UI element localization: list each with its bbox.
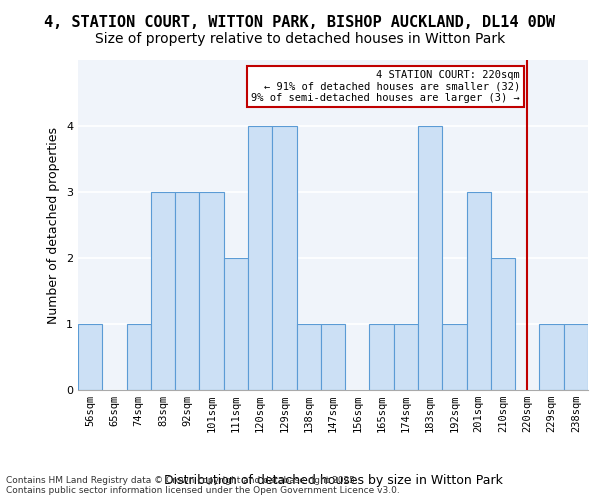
Bar xyxy=(394,324,418,390)
Text: Contains HM Land Registry data © Crown copyright and database right 2025.
Contai: Contains HM Land Registry data © Crown c… xyxy=(6,476,400,495)
X-axis label: Distribution of detached houses by size in Witton Park: Distribution of detached houses by size … xyxy=(164,474,502,487)
Text: 4 STATION COURT: 220sqm
← 91% of detached houses are smaller (32)
9% of semi-det: 4 STATION COURT: 220sqm ← 91% of detache… xyxy=(251,70,520,103)
Bar xyxy=(564,324,588,390)
Bar xyxy=(370,324,394,390)
Bar xyxy=(127,324,151,390)
Bar xyxy=(418,126,442,390)
Bar xyxy=(296,324,321,390)
Bar xyxy=(272,126,296,390)
Bar xyxy=(248,126,272,390)
Bar xyxy=(321,324,345,390)
Bar xyxy=(491,258,515,390)
Bar xyxy=(442,324,467,390)
Bar xyxy=(467,192,491,390)
Bar xyxy=(175,192,199,390)
Text: Size of property relative to detached houses in Witton Park: Size of property relative to detached ho… xyxy=(95,32,505,46)
Bar xyxy=(224,258,248,390)
Bar xyxy=(78,324,102,390)
Bar xyxy=(151,192,175,390)
Bar xyxy=(199,192,224,390)
Text: 4, STATION COURT, WITTON PARK, BISHOP AUCKLAND, DL14 0DW: 4, STATION COURT, WITTON PARK, BISHOP AU… xyxy=(44,15,556,30)
Bar xyxy=(539,324,564,390)
Y-axis label: Number of detached properties: Number of detached properties xyxy=(47,126,61,324)
